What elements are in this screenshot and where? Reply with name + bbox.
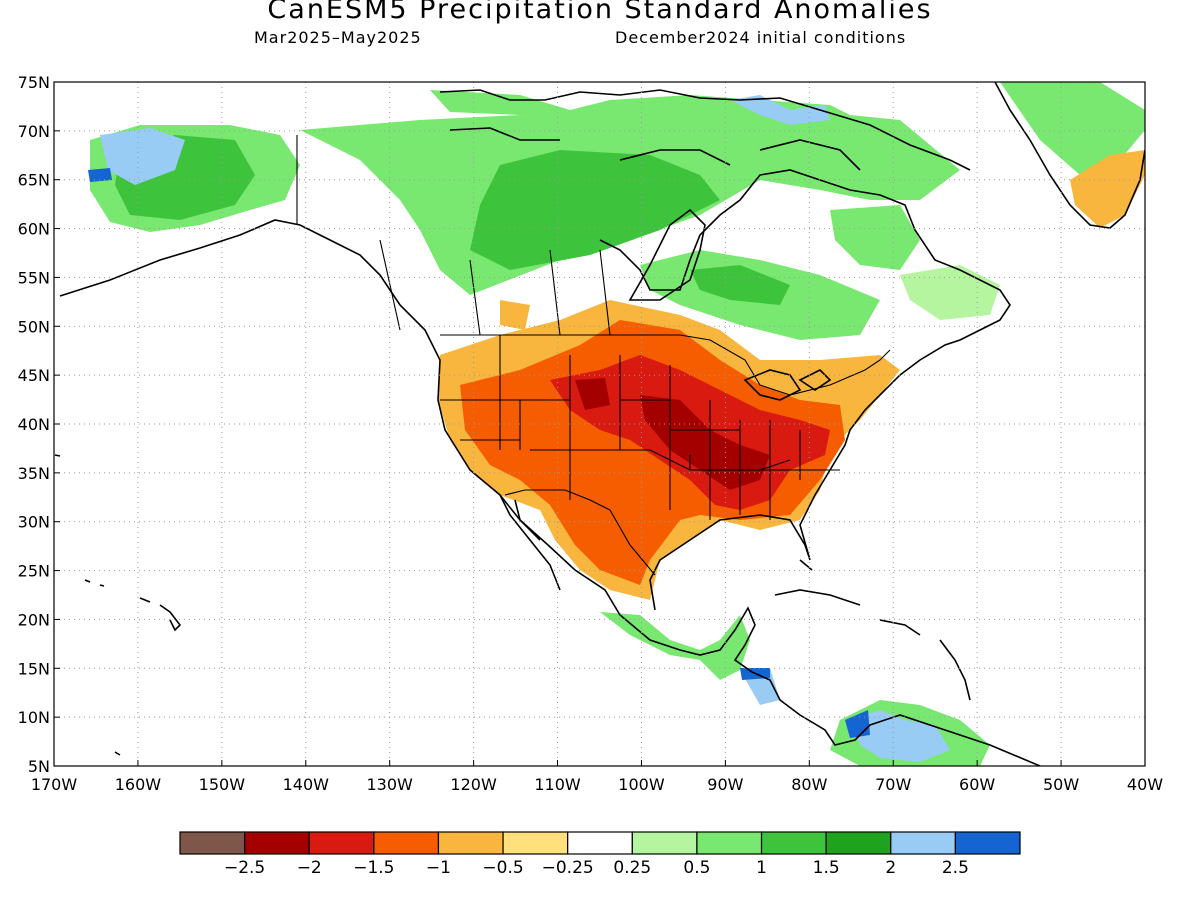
lon-label: 90W [707,775,743,794]
very-wet-alaska [100,128,185,185]
wet-core-canada-north [470,150,720,270]
lon-label: 40W [1127,775,1163,794]
colorbar-label: 1 [756,858,767,878]
wet-core-hudson [690,265,790,305]
coastline-aleutians [54,454,105,587]
political-borders [296,135,891,576]
coastline-hudson-bay [628,208,706,301]
lat-label: 30N [18,513,50,532]
colorbar-swatch [954,831,1021,855]
coastline-hawaii [114,597,182,756]
lon-label: 110W [534,775,581,794]
gridlines [54,82,1145,766]
lon-label: 60W [959,775,995,794]
colorbar-label: −1.5 [353,858,394,878]
lon-label: 160W [115,775,162,794]
lon-label: 50W [1043,775,1079,794]
colorbar-label: −2.5 [224,858,265,878]
colorbar-swatch [760,831,827,855]
colorbar: −2.5 −2 −1.5 −1 −0.5 −0.25 0.25 0.5 1 1.5 2 2.5 [179,831,1021,878]
lat-label: 65N [18,171,50,190]
colorbar-swatch [437,831,504,855]
border-canada-provinces [379,239,611,336]
lat-label: 70N [18,122,50,141]
lon-label: 140W [283,775,330,794]
lon-label: 100W [618,775,665,794]
very-wet-arctic [730,95,830,125]
wet-area-greenland [1000,82,1145,175]
axes: 75N 70N 65N 60N 55N 50N 45N 40N 35N 30N 25N 20N 15N 1… [18,73,1164,794]
dry-patch-northwest [500,300,530,330]
coastline-great-lakes [743,369,832,401]
lat-label: 35N [18,464,50,483]
lat-label: 15N [18,659,50,678]
coastlines [54,82,1145,766]
lat-label: 45N [18,366,50,385]
colorbar-label: 0.5 [683,858,710,878]
lon-label: 170W [31,775,78,794]
lat-label: 40N [18,415,50,434]
map-title: CanESM5 Precipitation Standard Anomalies [267,0,933,25]
lon-label: 120W [450,775,497,794]
coastline-caribbean [774,559,971,701]
lon-label: 130W [367,775,414,794]
colorbar-swatch [696,831,763,855]
border-us-canada [440,334,891,396]
colorbar-label: 2.5 [942,858,969,878]
forecast-period: Mar2025–May2025 [254,28,422,47]
wet-area-labrador [830,205,920,270]
extreme-wet-alaska [88,168,112,182]
lat-label: 75N [18,73,50,92]
wet-area-newfoundland [900,265,1000,320]
colorbar-label: 2 [885,858,896,878]
coastline-north-america [59,219,1041,766]
colorbar-swatch [567,831,633,855]
border-us-states [440,335,840,520]
lat-label: 5N [28,757,50,776]
colorbar-label: −2 [297,858,322,878]
initial-conditions: December2024 initial conditions [615,28,907,47]
dry-area-greenland [1070,150,1145,228]
colorbar-swatch [179,831,246,855]
colorbar-swatch [631,831,698,855]
lat-label: 25N [18,562,50,581]
colorbar-swatch [825,831,892,855]
coastline-baja [499,494,561,591]
coastline-gulf-and-atlantic [599,169,1011,611]
lon-label: 150W [199,775,246,794]
lat-label: 55N [18,268,50,287]
lon-label: 70W [875,775,911,794]
colorbar-swatch [890,831,956,855]
colorbar-label: −0.25 [542,858,594,878]
severe-dry-area-midsouth [640,395,770,490]
colorbar-swatch [308,831,375,855]
lat-label: 60N [18,220,50,239]
anomaly-field [88,82,1145,766]
coastline-greenland [994,82,1145,229]
wet-area-central-america [600,612,750,680]
border-us-mexico [504,489,656,576]
lat-label: 20N [18,610,50,629]
colorbar-swatch [502,831,569,855]
colorbar-swatch [244,831,310,855]
colorbar-swatch [373,831,440,855]
colorbar-label: −1 [426,858,451,878]
coastline-arctic-islands [439,89,971,171]
lat-label: 10N [18,708,50,727]
lat-label: 50N [18,317,50,336]
colorbar-label: −0.5 [482,858,523,878]
lon-label: 80W [791,775,827,794]
severe-dry-area-plains [575,378,610,410]
colorbar-label: 0.25 [613,858,651,878]
colorbar-label: 1.5 [813,858,840,878]
